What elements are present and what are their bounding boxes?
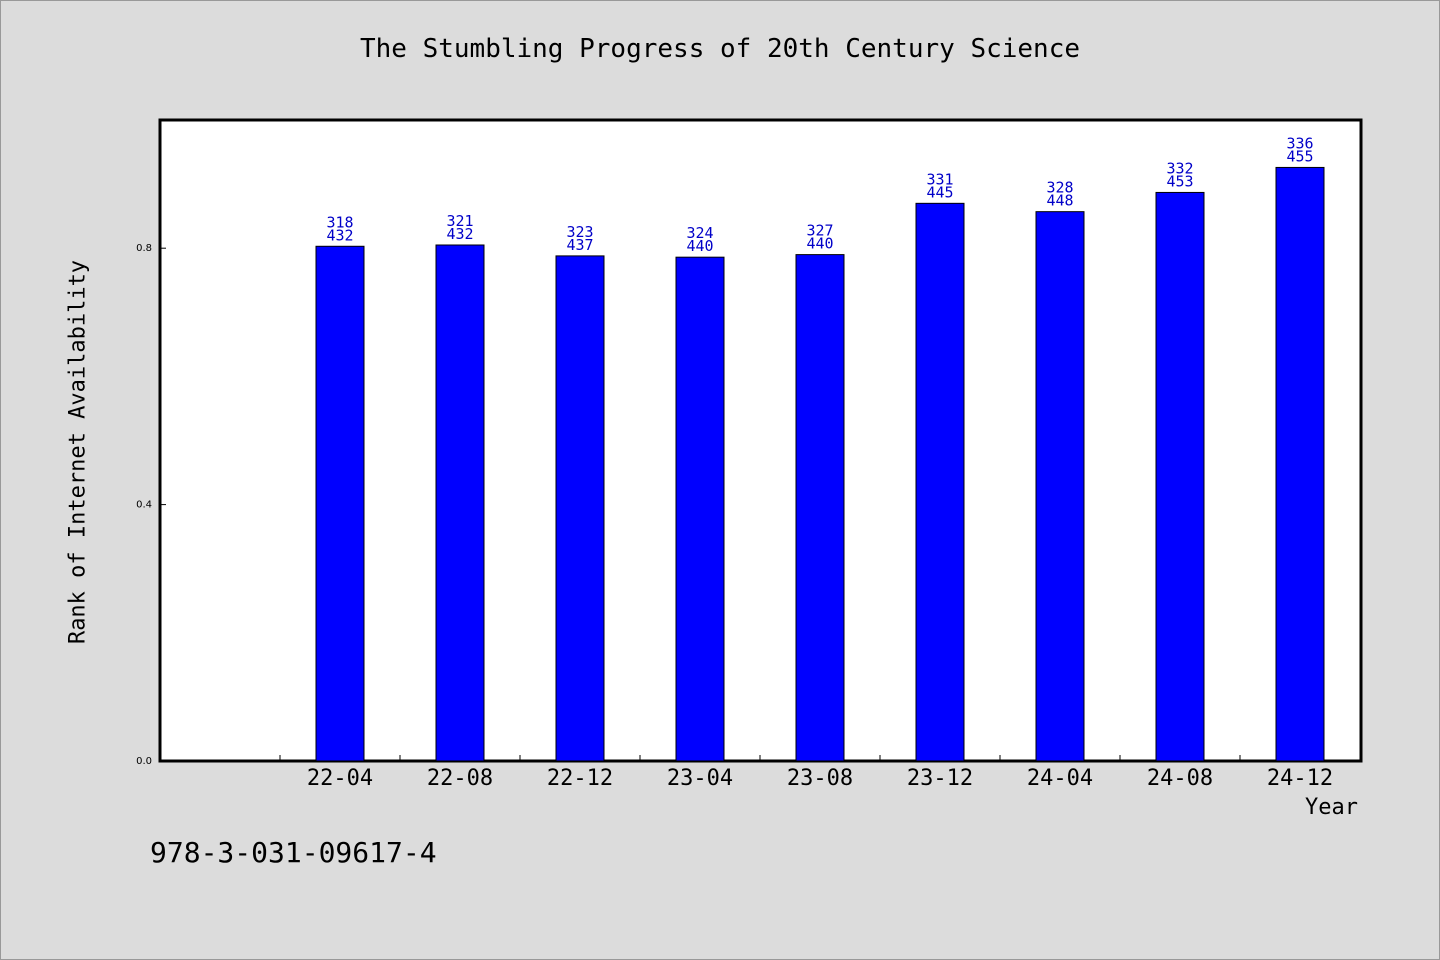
bar-label-bottom: 432 — [326, 226, 353, 244]
bar-label-top: 327 — [806, 222, 833, 240]
bar-label-top: 332 — [1166, 159, 1193, 177]
bar-label-bottom: 440 — [686, 237, 713, 255]
bar — [1275, 166, 1325, 762]
bar-label-bottom: 432 — [446, 225, 473, 243]
bar — [435, 244, 485, 762]
x-tick-label: 22-04 — [307, 766, 373, 791]
bar — [915, 202, 965, 762]
x-tick-label: 24-08 — [1147, 766, 1213, 791]
y-tick-label: 0.4 — [136, 500, 152, 511]
bar — [1155, 191, 1205, 762]
bar-label-top: 321 — [446, 212, 473, 230]
bar — [555, 255, 605, 762]
bar-label-top: 318 — [326, 213, 353, 231]
x-tick-label: 22-08 — [427, 766, 493, 791]
bar — [795, 254, 845, 762]
isbn-text: 978-3-031-09617-4 — [150, 836, 437, 869]
ticks-layer: 22-04 22-08 22-12 23-04 23-08 23-12 24-04 24-08… — [136, 243, 1361, 791]
bar-label-top: 331 — [926, 170, 953, 188]
bar-label-top: 328 — [1046, 179, 1073, 197]
bar-label-bottom: 448 — [1046, 192, 1073, 210]
bar-label-bottom: 453 — [1166, 172, 1193, 190]
bar — [315, 245, 365, 762]
bar-label-top: 323 — [566, 223, 593, 241]
x-tick-label: 24-12 — [1267, 766, 1333, 791]
bar — [675, 256, 725, 762]
bar-label-bottom: 445 — [926, 183, 953, 201]
bar-label-top: 324 — [686, 224, 713, 242]
y-tick-label: 0.8 — [136, 243, 152, 254]
x-tick-label: 23-12 — [907, 766, 973, 791]
bar — [1035, 211, 1085, 762]
x-axis-label: Year — [1305, 795, 1358, 820]
bar-label-bottom: 437 — [566, 236, 593, 254]
chart-title: The Stumbling Progress of 20th Century S… — [359, 34, 1081, 64]
bar-label-top: 336 — [1286, 134, 1313, 152]
x-tick-label: 23-08 — [787, 766, 853, 791]
x-tick-label: 24-04 — [1027, 766, 1093, 791]
y-tick-label: 0.0 — [136, 756, 152, 767]
bar-label-bottom: 440 — [806, 235, 833, 253]
bar-label-bottom: 455 — [1286, 147, 1313, 165]
x-tick-label: 22-12 — [547, 766, 613, 791]
x-tick-label: 23-04 — [667, 766, 733, 791]
